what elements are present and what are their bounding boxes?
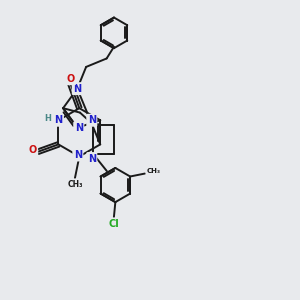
Text: N: N — [74, 150, 82, 160]
Text: N: N — [75, 123, 83, 133]
Text: N: N — [88, 115, 96, 125]
Text: N: N — [73, 84, 81, 94]
Text: Cl: Cl — [109, 219, 119, 229]
Text: N: N — [88, 154, 96, 164]
Text: O: O — [28, 145, 37, 155]
Text: CH₃: CH₃ — [67, 180, 83, 189]
Text: H: H — [45, 114, 52, 123]
Text: CH₃: CH₃ — [147, 168, 161, 174]
Text: N: N — [54, 115, 62, 125]
Text: O: O — [66, 74, 75, 84]
